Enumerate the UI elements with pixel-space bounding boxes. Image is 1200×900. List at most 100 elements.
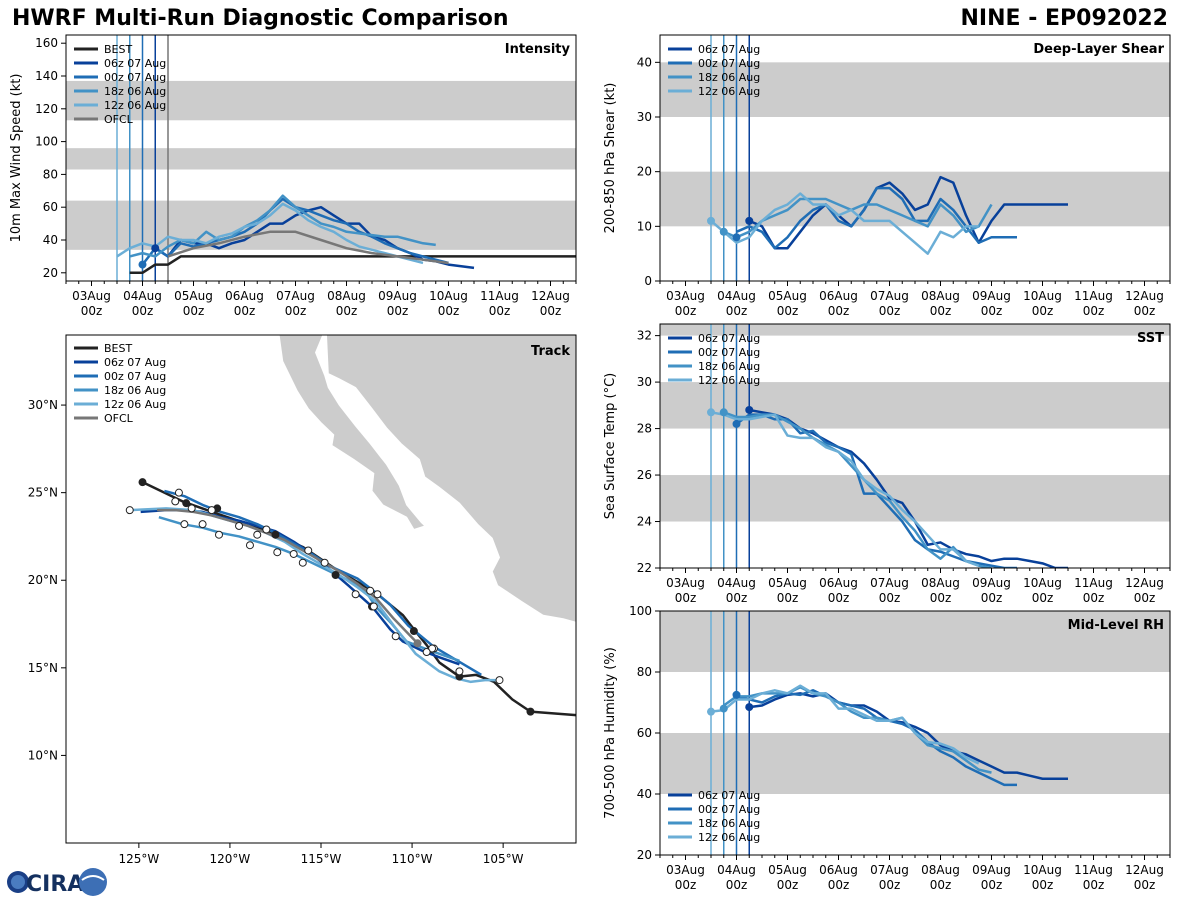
track-point	[413, 639, 422, 648]
x-tick-label: 00z	[1083, 304, 1105, 318]
track-point	[369, 602, 378, 611]
series-line-12z-06-aug	[710, 684, 980, 765]
lon-tick-label: 110°W	[392, 852, 433, 866]
panel-rh: 2040608010003Aug00z04Aug00z05Aug00z06Aug…	[603, 604, 1171, 892]
legend-label: 18z 06 Aug	[698, 71, 760, 84]
y-tick-label: 20	[43, 266, 58, 280]
panel-sst: 22242628303203Aug00z04Aug00z05Aug00z06Au…	[603, 323, 1171, 605]
track-line-ofcl	[157, 508, 419, 645]
legend-label: 18z 06 Aug	[698, 360, 760, 373]
panel-title: Mid-Level RH	[1068, 618, 1164, 633]
init-point	[732, 419, 741, 428]
x-tick-label: 11Aug	[1074, 863, 1113, 877]
x-tick-label: 00z	[489, 304, 511, 318]
y-tick-label: 80	[43, 167, 58, 181]
legend-label: 06z 07 Aug	[698, 789, 760, 802]
x-tick-label: 00z	[234, 304, 256, 318]
x-tick-label: 00z	[879, 304, 901, 318]
lat-tick-label: 25°N	[28, 486, 58, 500]
threshold-band	[66, 200, 576, 250]
x-tick-label: 00z	[1032, 304, 1054, 318]
y-tick-label: 60	[43, 200, 58, 214]
x-tick-label: 04Aug	[717, 289, 756, 303]
legend-label: OFCL	[104, 412, 134, 425]
x-tick-label: 00z	[81, 304, 103, 318]
lat-tick-label: 30°N	[28, 398, 58, 412]
x-tick-label: 06Aug	[819, 289, 858, 303]
x-tick-label: 00z	[1083, 591, 1105, 605]
track-point	[273, 548, 282, 557]
x-tick-label: 08Aug	[921, 576, 960, 590]
y-tick-label: 26	[637, 468, 652, 482]
x-tick-label: 00z	[726, 591, 748, 605]
x-tick-label: 00z	[726, 304, 748, 318]
init-point	[151, 244, 160, 253]
init-point	[745, 405, 754, 414]
x-tick-label: 00z	[1134, 878, 1156, 892]
x-tick-label: 00z	[777, 304, 799, 318]
track-point	[271, 530, 280, 539]
x-tick-label: 03Aug	[666, 576, 705, 590]
x-tick-label: 00z	[1032, 878, 1054, 892]
panel-track: 125°W 120°W 115°W 110°W 105°W 10°N 15°N 20°N 25°…	[28, 334, 577, 866]
y-tick-label: 32	[637, 329, 652, 343]
x-tick-label: 00z	[828, 878, 850, 892]
legend-label: 18z 06 Aug	[104, 85, 166, 98]
x-tick-label: 00z	[828, 304, 850, 318]
x-tick-label: 00z	[183, 304, 205, 318]
plot-area	[660, 324, 1170, 568]
threshold-band	[660, 475, 1170, 522]
x-tick-label: 00z	[675, 591, 697, 605]
cira-logo-text: CIRA	[26, 872, 84, 897]
x-tick-label: 00z	[132, 304, 154, 318]
y-tick-label: 100	[629, 604, 652, 618]
track-point	[409, 627, 418, 636]
legend-label: 00z 07 Aug	[698, 346, 760, 359]
x-tick-label: 05Aug	[174, 289, 213, 303]
x-tick-label: 00z	[336, 304, 358, 318]
lon-tick-label: 115°W	[301, 852, 342, 866]
panel-title: Deep-Layer Shear	[1033, 42, 1164, 57]
storm-id: NINE - EP092022	[960, 6, 1169, 31]
threshold-band	[660, 171, 1170, 227]
series-line-12z-06-aug	[710, 192, 979, 255]
panel-title: SST	[1137, 331, 1164, 346]
x-tick-label: 00z	[1134, 591, 1156, 605]
y-axis-label: 700-500 hPa Humidity (%)	[603, 647, 618, 819]
x-tick-label: 00z	[438, 304, 460, 318]
legend-label: 00z 07 Aug	[104, 71, 166, 84]
track-point	[182, 499, 191, 508]
x-tick-label: 08Aug	[921, 289, 960, 303]
init-point	[707, 216, 715, 225]
legend-label: 06z 07 Aug	[104, 356, 166, 369]
track-point	[174, 488, 183, 497]
y-tick-label: 40	[637, 55, 652, 69]
x-tick-label: 03Aug	[666, 289, 705, 303]
y-tick-label: 28	[637, 422, 652, 436]
x-tick-label: 08Aug	[921, 863, 960, 877]
page-title: HWRF Multi-Run Diagnostic Comparison	[12, 6, 509, 31]
x-tick-label: 07Aug	[870, 863, 909, 877]
legend-label: 18z 06 Aug	[104, 384, 166, 397]
legend-label: 00z 07 Aug	[698, 57, 760, 70]
track-point	[180, 520, 189, 529]
legend-label: 12z 06 Aug	[698, 374, 760, 387]
x-tick-label: 12Aug	[531, 289, 570, 303]
x-tick-label: 00z	[930, 304, 952, 318]
track-point	[215, 530, 223, 539]
init-point	[732, 233, 741, 242]
legend-label: 00z 07 Aug	[698, 803, 760, 816]
x-tick-label: 00z	[1083, 878, 1105, 892]
series-line-06z-07-aug	[748, 175, 1068, 250]
x-tick-label: 07Aug	[276, 289, 315, 303]
x-tick-label: 00z	[828, 591, 850, 605]
x-tick-label: 05Aug	[768, 576, 807, 590]
x-tick-label: 00z	[879, 878, 901, 892]
x-tick-label: 11Aug	[1074, 576, 1113, 590]
track-point	[298, 558, 307, 567]
x-tick-label: 00z	[930, 878, 952, 892]
y-tick-label: 20	[637, 848, 652, 862]
series-line-18z-06-aug	[723, 686, 992, 774]
y-axis-label: 10m Max Wind Speed (kt)	[9, 74, 24, 243]
x-tick-label: 11Aug	[480, 289, 519, 303]
